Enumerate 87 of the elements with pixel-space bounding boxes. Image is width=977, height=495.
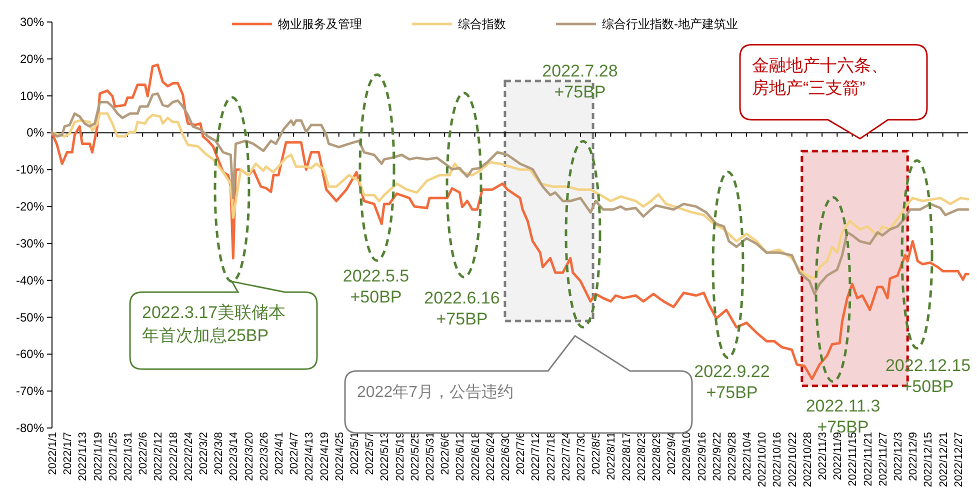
x-tick-label: 2022/11/21 (862, 432, 874, 486)
y-tick-label: -70% (16, 384, 44, 398)
y-tick-label: -30% (16, 236, 44, 250)
y-tick-label: 20% (20, 52, 44, 66)
y-tick-label: 0% (26, 126, 44, 140)
x-tick-label: 2022/6/18 (470, 432, 482, 481)
x-tick-label: 2022/10/22 (786, 432, 799, 488)
x-tick-label: 2022/3/2 (198, 432, 210, 475)
x-tick-label: 2022/6/12 (454, 432, 467, 481)
x-tick-label: 2022/4/19 (318, 432, 331, 481)
annotation: 2022.7.28 +75BP (542, 61, 618, 102)
x-tick-label: 2022/7/24 (560, 432, 572, 481)
x-tick-label: 2022/11/3 (817, 432, 830, 480)
x-tick-label: 2022/1/31 (122, 432, 134, 481)
x-tick-label: 2022/9/4 (666, 432, 678, 475)
x-tick-label: 2022/4/25 (334, 432, 346, 481)
x-tick-label: 2022/5/25 (409, 432, 422, 481)
x-tick-label: 2022/12/21 (938, 432, 950, 488)
annotation: 2022.5.5 +50BP (342, 266, 410, 307)
x-tick-label: 2022/2/18 (168, 432, 180, 481)
x-tick-label: 2022/8/11 (606, 432, 618, 480)
x-tick-label: 2022/11/9 (832, 432, 844, 480)
annotation: 2022.9.22 +75BP (694, 362, 770, 402)
x-tick-label: 2022/4/7 (288, 432, 301, 475)
y-tick-label: 30% (20, 15, 44, 29)
x-tick-label: 2022/11/27 (877, 432, 890, 486)
x-tick-label: 2022/12/9 (908, 432, 920, 481)
x-tick-label: 2022/2/12 (152, 432, 165, 481)
legend-label: 物业服务及管理 (278, 17, 362, 31)
x-tick-label: 2022/4/1 (273, 432, 286, 475)
x-tick-label: 2022/3/26 (258, 432, 270, 481)
x-tick-label: 2022/7/30 (575, 432, 588, 481)
y-tick-label: -10% (16, 162, 44, 177)
x-tick-label: 2022/4/13 (304, 432, 316, 481)
x-tick-label: 2022/12/3 (892, 432, 905, 481)
x-tick-label: 2022/8/5 (590, 432, 603, 475)
x-tick-label: 2022/3/8 (213, 432, 226, 475)
x-tick-label: 2022/6/6 (440, 432, 452, 475)
x-tick-label: 2022/5/1 (348, 432, 361, 475)
annotation: 2022.3.17美联储本年首次加息25BP (129, 280, 318, 370)
x-tick-label: 2022/3/14 (228, 432, 240, 481)
x-tick-label: 2022/9/28 (726, 432, 738, 481)
x-tick-label: 2022/2/6 (138, 432, 150, 475)
annotation: 2022.12.15 +50BP (885, 356, 971, 396)
x-tick-label: 2022/1/1 (47, 432, 59, 475)
x-tick-label: 2022/11/15 (847, 432, 860, 486)
y-tick-label: 10% (20, 88, 44, 103)
x-tick-label: 2022/9/16 (696, 432, 708, 481)
x-tick-label: 2022/6/30 (500, 432, 512, 481)
x-tick-label: 2022/7/6 (515, 432, 528, 475)
x-tick-label: 2022/10/10 (756, 432, 769, 488)
x-tick-label: 2022/5/7 (364, 432, 376, 475)
y-tick-label: -20% (16, 200, 44, 214)
x-tick-label: 2022/8/29 (650, 432, 663, 481)
x-tick-label: 2022/9/10 (681, 432, 694, 481)
annotation: 2022.6.16 +75BP (424, 288, 500, 328)
y-tick-label: -80% (16, 421, 44, 435)
x-tick-label: 2022/8/17 (620, 432, 633, 481)
x-tick-label: 2022/10/28 (802, 432, 814, 488)
x-tick-label: 2022/5/13 (379, 432, 392, 481)
x-tick-label: 2022/9/22 (711, 432, 724, 481)
x-tick-label: 2022/8/23 (636, 432, 648, 481)
x-tick-label: 2022/1/19 (92, 432, 104, 481)
legend-label: 综合行业指数-地产建筑业 (602, 17, 738, 31)
x-tick-label: 2022/10/16 (772, 432, 784, 488)
x-tick-label: 2022/7/12 (530, 432, 542, 481)
x-tick-label: 2022/10/4 (742, 432, 754, 481)
y-tick-label: -50% (16, 310, 44, 324)
x-tick-label: 2022/12/27 (952, 432, 965, 488)
annotation: 2022.3.17美联储本年首次加息25BP (142, 303, 286, 346)
annotation: 金融地产十六条、房地产“三支箭” (752, 56, 888, 98)
x-tick-label: 2022/7/18 (545, 432, 558, 481)
y-tick-label: -40% (16, 273, 44, 288)
x-tick-label: 2022/5/19 (394, 432, 406, 481)
x-tick-label: 2022/1/13 (77, 432, 90, 481)
x-tick-label: 2022/1/25 (107, 432, 120, 481)
x-tick-label: 2022/1/7 (62, 432, 74, 475)
annotation: 2022年7月，公告违约 (357, 383, 514, 401)
y-tick-label: -60% (16, 347, 44, 362)
annotation: 金融地产十六条、房地产“三支箭” (739, 44, 928, 140)
x-tick-label: 2022/5/31 (424, 432, 436, 481)
x-tick-label: 2022/6/24 (484, 432, 497, 481)
x-tick-label: 2022/2/24 (182, 432, 195, 481)
legend-label: 综合指数 (458, 17, 506, 31)
annotation: 2022年7月，公告违约 (344, 335, 693, 434)
x-tick-label: 2022/3/20 (243, 432, 256, 481)
x-tick-label: 2022/12/15 (922, 432, 935, 488)
